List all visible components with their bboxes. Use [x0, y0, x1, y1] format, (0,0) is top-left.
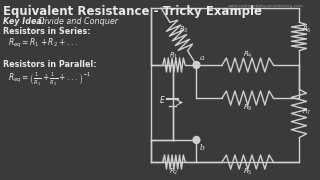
- Text: $R_5$: $R_5$: [243, 167, 252, 177]
- Circle shape: [193, 136, 200, 143]
- Text: www.redmondphysicstutoring.com: www.redmondphysicstutoring.com: [228, 4, 304, 8]
- Text: $R_1$: $R_1$: [169, 51, 179, 61]
- Text: $R_3$: $R_3$: [179, 24, 188, 35]
- Text: Key Idea:: Key Idea:: [3, 17, 45, 26]
- Text: Equivalent Resistance - Tricky Example: Equivalent Resistance - Tricky Example: [3, 5, 262, 18]
- Text: a: a: [199, 54, 204, 62]
- Text: Divide and Conquer: Divide and Conquer: [36, 17, 118, 26]
- Text: $E$: $E$: [159, 93, 166, 105]
- Text: $R_2$: $R_2$: [169, 167, 179, 177]
- Text: $R_7$: $R_7$: [302, 107, 311, 117]
- Text: $R_6$: $R_6$: [302, 24, 312, 35]
- Text: Resistors in Series:: Resistors in Series:: [3, 27, 90, 36]
- Text: b: b: [199, 144, 204, 152]
- Circle shape: [193, 62, 200, 69]
- Text: Resistors in Parallel:: Resistors in Parallel:: [3, 60, 96, 69]
- Text: $R_{eq} = \left(\frac{1}{R_1} + \frac{1}{R_2} + ...\right)^{-1}$: $R_{eq} = \left(\frac{1}{R_1} + \frac{1}…: [8, 71, 91, 88]
- Text: $R_9$: $R_9$: [243, 103, 252, 113]
- Text: $R_{eq} = R_1 + R_2 + ...$: $R_{eq} = R_1 + R_2 + ...$: [8, 37, 77, 50]
- Text: $R_4$: $R_4$: [243, 50, 253, 60]
